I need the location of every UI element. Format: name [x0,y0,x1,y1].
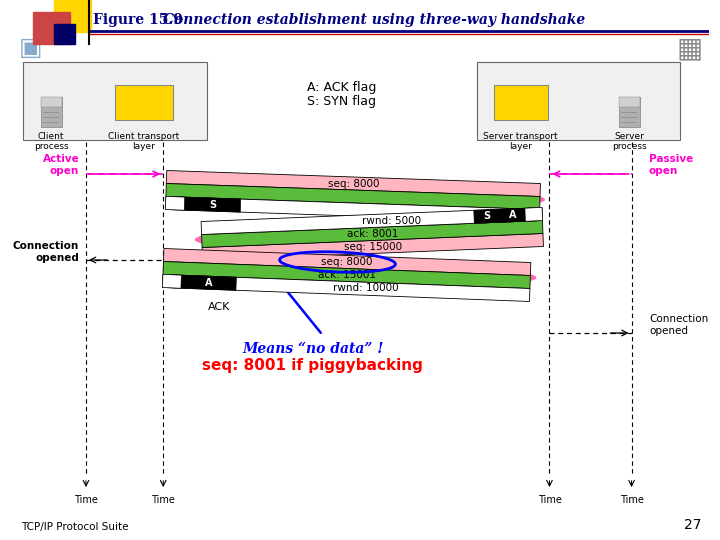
Text: S: S [209,200,216,210]
Polygon shape [525,207,542,221]
Bar [54,24,76,44]
Text: A: ACK flag: A: ACK flag [307,82,377,94]
Text: Server
process: Server process [612,132,647,151]
Text: ack: 8001: ack: 8001 [346,229,398,239]
Polygon shape [163,248,531,275]
Polygon shape [163,274,530,301]
Polygon shape [474,207,542,224]
Text: S: SYN flag: S: SYN flag [307,96,377,109]
Polygon shape [163,274,181,288]
Polygon shape [166,197,539,222]
Text: Active
open: Active open [42,154,79,176]
Text: SYN + ACK: SYN + ACK [437,262,498,272]
Text: seq: 8001 if piggybacking: seq: 8001 if piggybacking [202,358,423,373]
Polygon shape [202,220,543,247]
Text: TCP/IP Protocol Suite: TCP/IP Protocol Suite [22,522,129,532]
Text: 27: 27 [683,518,701,532]
Text: A: A [508,210,516,220]
Text: rwnd: 5000: rwnd: 5000 [361,216,420,226]
Text: Time: Time [74,495,98,505]
Text: Time: Time [620,495,644,505]
Bar [619,97,640,107]
Text: Client transport
layer: Client transport layer [108,132,179,151]
Text: Time: Time [538,495,562,505]
Bar [40,97,62,127]
Bar [33,12,70,44]
Text: Passive
open: Passive open [649,154,693,176]
Text: ACK: ACK [208,302,230,312]
Polygon shape [202,233,544,260]
Text: Server transport
layer: Server transport layer [483,132,558,151]
Polygon shape [163,274,236,291]
Text: SYN: SYN [225,220,247,230]
Polygon shape [166,171,541,197]
Text: Connection
opened: Connection opened [649,314,708,336]
Bar [115,85,173,120]
Text: A: A [205,278,212,288]
Bar [495,85,547,120]
Text: seq: 8000: seq: 8000 [321,257,373,267]
Text: Connection
opened: Connection opened [13,241,79,263]
Bar [54,0,91,32]
Text: Means “no data” !: Means “no data” ! [242,342,384,356]
Text: rwnd: 10000: rwnd: 10000 [333,283,398,293]
Text: ack: 15001: ack: 15001 [318,270,376,280]
Text: S: S [483,211,490,221]
Bar [477,62,680,140]
Polygon shape [166,197,240,212]
Text: ▣: ▣ [19,36,42,60]
Text: Client
process: Client process [34,132,68,151]
Polygon shape [166,197,184,210]
Polygon shape [166,184,540,210]
Bar [23,62,207,140]
Polygon shape [201,207,542,234]
Text: Figure 15.9: Figure 15.9 [93,13,183,27]
Text: ▦: ▦ [676,34,703,62]
Text: Time: Time [151,495,175,505]
Text: seq: 15000: seq: 15000 [343,242,402,252]
Polygon shape [163,261,531,288]
Text: seq: 8000: seq: 8000 [328,179,379,188]
Bar [619,97,640,127]
Bar [40,97,62,107]
Text: Connection establishment using three-way handshake: Connection establishment using three-way… [163,13,585,27]
